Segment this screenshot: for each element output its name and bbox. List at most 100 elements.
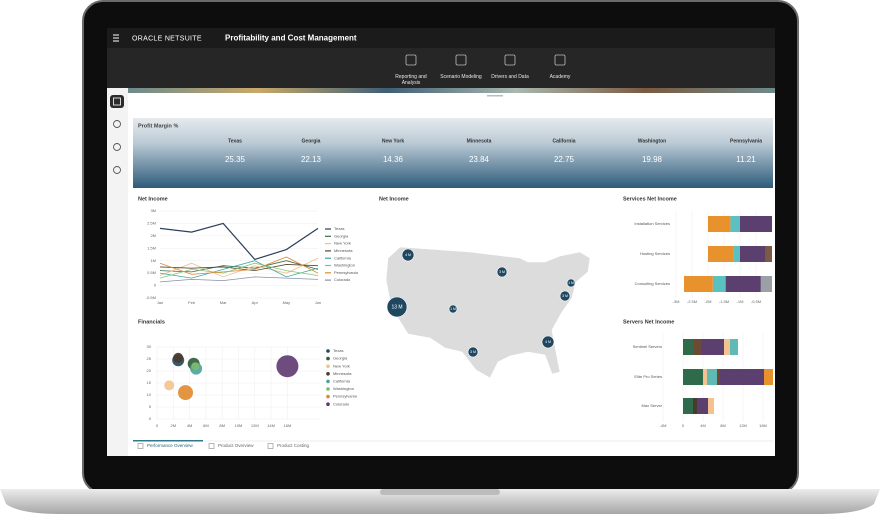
map-bubble[interactable] [386, 296, 408, 318]
kpi-label: Pennsylvania [730, 138, 762, 144]
kpi-band [133, 118, 773, 188]
kpi-value: 14.36 [383, 155, 404, 164]
x-tick-label: -4M [660, 423, 667, 428]
sidebar-icon[interactable] [113, 143, 121, 151]
map-bubble[interactable] [467, 346, 479, 358]
bar-segment[interactable] [683, 369, 703, 385]
bubble[interactable] [191, 362, 200, 371]
bar-segment[interactable] [733, 246, 740, 262]
legend-label: Colorado [333, 401, 350, 406]
y-tick-label: 10 [147, 392, 152, 397]
nav-icon[interactable] [405, 54, 417, 66]
x-tick-label: -0.5M [751, 299, 761, 304]
sidebar-icon[interactable] [113, 166, 121, 174]
bar-segment[interactable] [717, 369, 720, 385]
bar-segment[interactable] [740, 246, 766, 262]
bar-segment[interactable] [740, 216, 772, 232]
tab-label: Product Overview [218, 443, 254, 448]
nav-label[interactable]: Scenario Modeling [440, 74, 482, 80]
map-bubble-label: 3 M [470, 350, 476, 354]
tab-label: Performance Overview [147, 443, 194, 448]
legend-label: Georgia [334, 233, 349, 238]
bubble[interactable] [276, 355, 299, 378]
tab-icon[interactable] [208, 443, 215, 449]
kpi-value: 11.21 [736, 155, 756, 164]
series-line [159, 257, 319, 278]
map-bubble-label: 1 M [450, 307, 456, 311]
x-tick-label: 0 [156, 423, 159, 428]
bar-segment[interactable] [725, 276, 761, 292]
x-tick-label: Feb [188, 300, 196, 305]
bar-segment[interactable] [694, 339, 701, 355]
map-bubble[interactable] [566, 278, 576, 288]
series-line [159, 262, 319, 279]
y-tick-label: 1.5M [147, 245, 156, 250]
nav-icon[interactable] [455, 54, 467, 66]
bar-segment[interactable] [683, 398, 693, 414]
series-line [159, 264, 319, 272]
nav-item[interactable]: Academy [536, 74, 584, 88]
bar-segment[interactable] [730, 339, 738, 355]
tab-icon[interactable] [137, 443, 144, 449]
bubble[interactable] [173, 352, 184, 363]
bar-segment[interactable] [712, 276, 726, 292]
tab-icon[interactable] [267, 443, 274, 449]
nav-item[interactable]: Drivers and Data [486, 74, 534, 88]
category-label: Installation Services [634, 221, 670, 226]
legend-swatch [326, 387, 330, 391]
bar-segment[interactable] [720, 369, 764, 385]
x-tick-label: 8M [720, 423, 726, 428]
category-label: Consulting Services [635, 281, 670, 286]
bar-segment[interactable] [765, 246, 772, 262]
nav-icon[interactable] [554, 54, 566, 66]
legend-label: Minnesota [334, 248, 353, 253]
bar-segment[interactable] [708, 246, 734, 262]
bar-segment[interactable] [708, 216, 731, 232]
map-bubble[interactable] [401, 248, 415, 262]
legend-label: New York [333, 363, 350, 368]
bar-segment[interactable] [683, 339, 694, 355]
nav-icon[interactable] [504, 54, 516, 66]
y-tick-label: 0.5M [147, 270, 156, 275]
legend-label: Texas [334, 226, 344, 231]
nav-label[interactable]: Drivers and Data [491, 74, 529, 80]
sidebar [107, 88, 128, 456]
menu-icon[interactable] [113, 34, 119, 42]
bubble[interactable] [178, 385, 194, 401]
bar-segment[interactable] [684, 276, 713, 292]
bar-segment[interactable] [724, 339, 730, 355]
panel-title: Net Income [138, 196, 168, 202]
bar-segment[interactable] [703, 369, 707, 385]
bubble[interactable] [164, 380, 175, 391]
bar-segment[interactable] [701, 339, 724, 355]
x-tick-label: 12M [739, 423, 747, 428]
legend-swatch [326, 364, 330, 369]
kpi-value: 19.98 [642, 155, 663, 164]
map-bubble-label: 4 M [405, 253, 411, 257]
bar-segment[interactable] [764, 369, 773, 385]
nav-item[interactable]: Reporting and Analysis [387, 74, 435, 88]
legend-label: Pennsylvania [333, 394, 358, 399]
kpi-value: 22.13 [301, 155, 322, 164]
bar-segment[interactable] [693, 398, 697, 414]
bar-segment[interactable] [730, 216, 740, 232]
y-tick-label: 2M [150, 233, 156, 238]
brand: ORACLE NETSUITE [132, 35, 202, 42]
sidebar-icon-active[interactable] [110, 95, 124, 108]
map-bubble[interactable] [541, 335, 555, 349]
sidebar-icon[interactable] [113, 120, 121, 128]
app-title: Profitability and Cost Management [225, 34, 357, 43]
bar-segment[interactable] [760, 276, 772, 292]
nav-label[interactable]: Academy [549, 74, 571, 80]
map-bubble[interactable] [496, 266, 508, 278]
nav-label[interactable]: Reporting and Analysis [395, 74, 427, 86]
x-tick-label: 4M [187, 423, 193, 428]
bar-segment[interactable] [708, 398, 714, 414]
bar-segment[interactable] [707, 369, 717, 385]
map-bubble[interactable] [559, 290, 571, 302]
bar-segment[interactable] [697, 398, 708, 414]
series-line [159, 260, 319, 279]
nav-item[interactable]: Scenario Modeling [437, 74, 485, 88]
map-bubble[interactable] [448, 304, 458, 314]
map-bubble-label: 1 M [568, 281, 574, 285]
